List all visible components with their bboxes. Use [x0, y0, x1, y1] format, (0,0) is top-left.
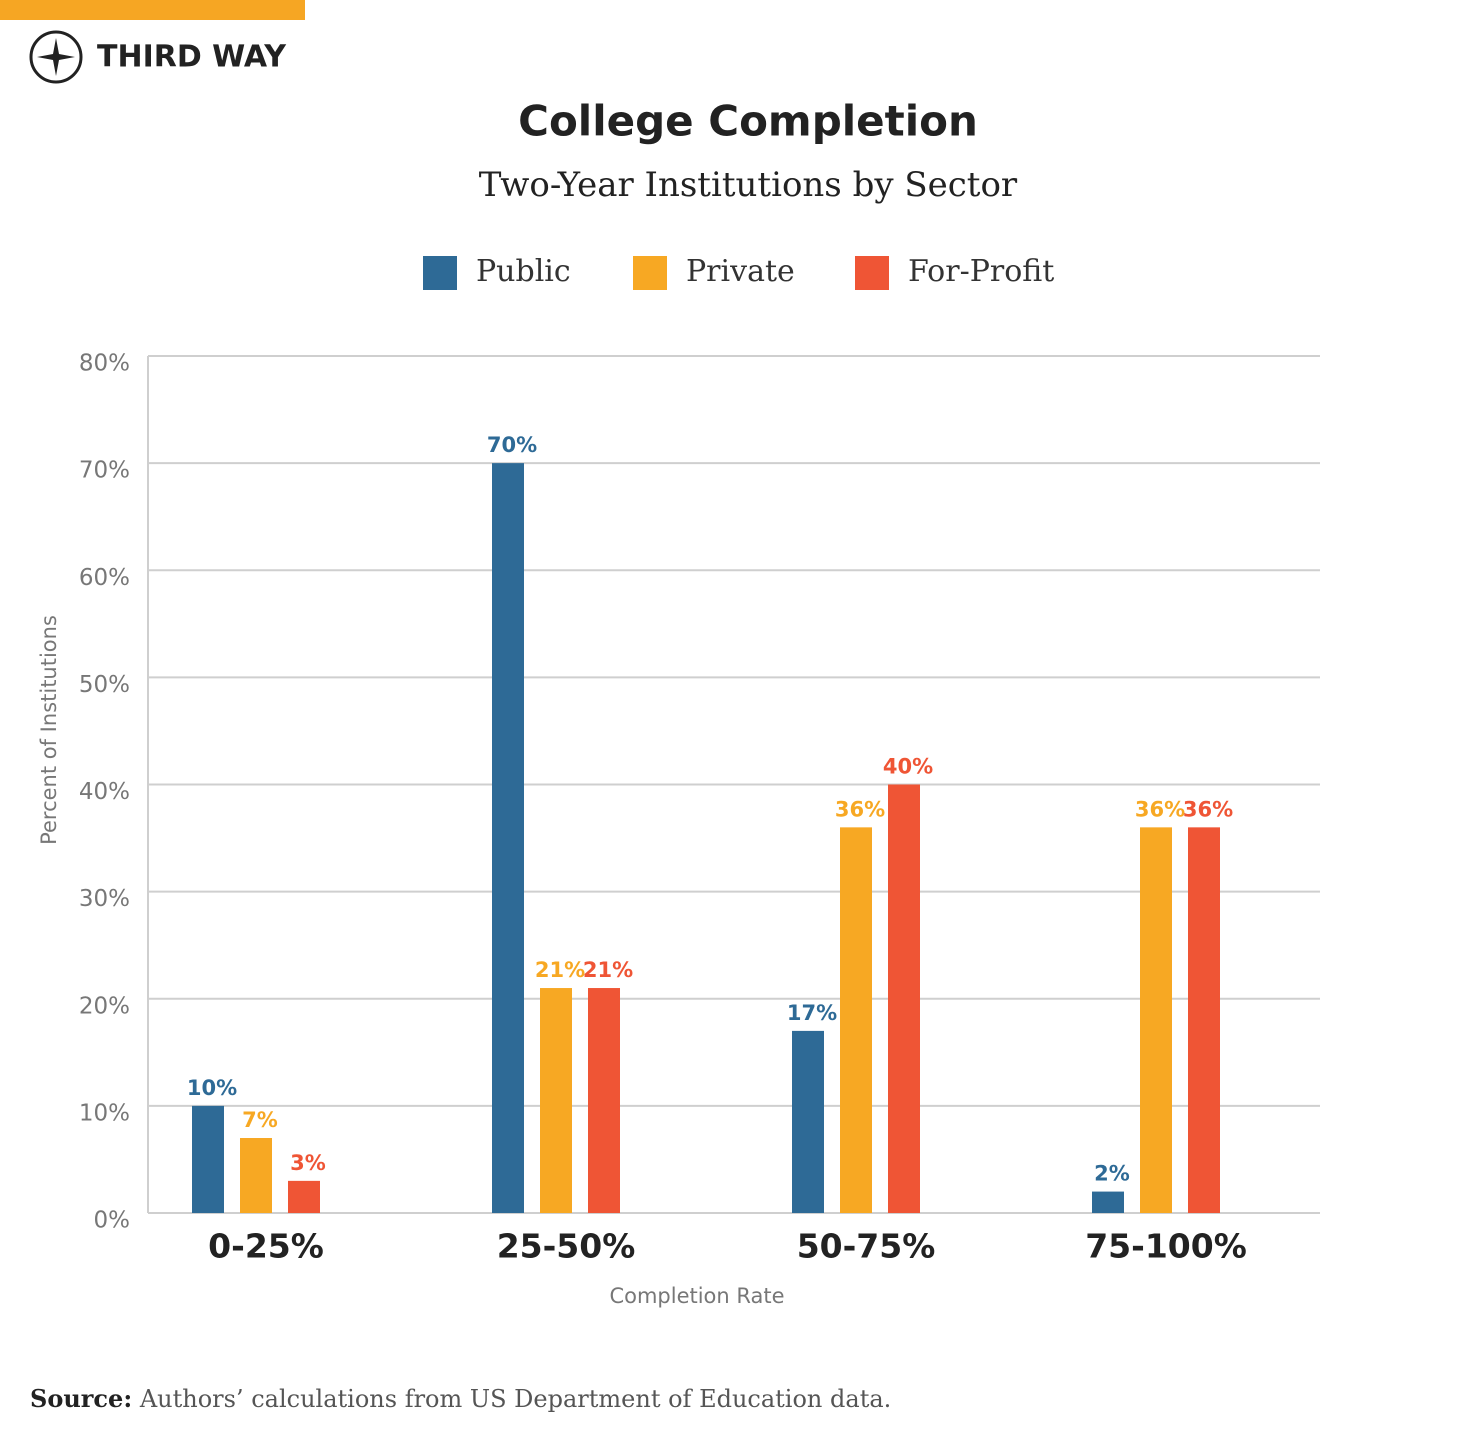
- bar: [540, 988, 572, 1213]
- legend-label: Public: [476, 254, 571, 289]
- bar: [588, 988, 620, 1213]
- value-label: 21%: [583, 958, 633, 982]
- bar: [192, 1105, 224, 1213]
- y-tick-label: 40%: [79, 779, 130, 805]
- x-axis-title: Completion Rate: [609, 1284, 784, 1308]
- x-tick-label: 25-50%: [497, 1227, 636, 1266]
- top-bar: [0, 0, 305, 20]
- value-label: 36%: [835, 797, 885, 821]
- value-label: 36%: [1183, 797, 1233, 821]
- brand: THIRD WAY: [97, 40, 287, 75]
- bar: [888, 784, 920, 1213]
- value-label: 70%: [487, 433, 537, 457]
- y-tick-label: 30%: [79, 886, 130, 912]
- bar: [1188, 827, 1220, 1213]
- source-label: Source:: [30, 1384, 132, 1413]
- y-tick-label: 70%: [79, 458, 130, 484]
- bar: [240, 1138, 272, 1213]
- x-tick-label: 75-100%: [1085, 1227, 1247, 1266]
- value-label: 2%: [1094, 1162, 1130, 1186]
- y-tick-label: 50%: [79, 672, 130, 698]
- legend-label: For-Profit: [908, 254, 1054, 289]
- value-label: 40%: [883, 755, 933, 779]
- bar: [792, 1030, 824, 1213]
- x-tick-label: 0-25%: [208, 1227, 324, 1266]
- chart-title: College Completion: [518, 97, 978, 146]
- y-tick-label: 60%: [79, 565, 130, 591]
- value-label: 10%: [187, 1076, 237, 1100]
- value-label: 3%: [290, 1151, 326, 1175]
- legend-swatch: [633, 256, 667, 290]
- bar: [1092, 1191, 1124, 1213]
- y-tick-label: 20%: [79, 993, 130, 1019]
- x-tick-label: 50-75%: [797, 1227, 936, 1266]
- legend-label: Private: [686, 254, 795, 289]
- value-label: 21%: [535, 958, 585, 982]
- value-label: 17%: [787, 1001, 837, 1025]
- bar: [840, 827, 872, 1213]
- bar: [1140, 827, 1172, 1213]
- y-tick-label: 80%: [79, 351, 130, 377]
- value-label: 7%: [242, 1108, 278, 1132]
- legend-swatch: [423, 256, 457, 290]
- y-axis-title: Percent of Institutions: [37, 615, 61, 845]
- bar: [492, 463, 524, 1213]
- source-text: Authors’ calculations from US Department…: [139, 1385, 891, 1413]
- y-tick-label: 0%: [94, 1208, 131, 1234]
- legend-swatch: [855, 256, 889, 290]
- logo: [29, 30, 83, 84]
- source: Source: Authors’ calculations from US De…: [30, 1384, 891, 1413]
- chart-subtitle: Two-Year Institutions by Sector: [479, 165, 1018, 205]
- bar: [288, 1180, 320, 1213]
- value-label: 36%: [1135, 797, 1185, 821]
- y-tick-label: 10%: [79, 1100, 130, 1126]
